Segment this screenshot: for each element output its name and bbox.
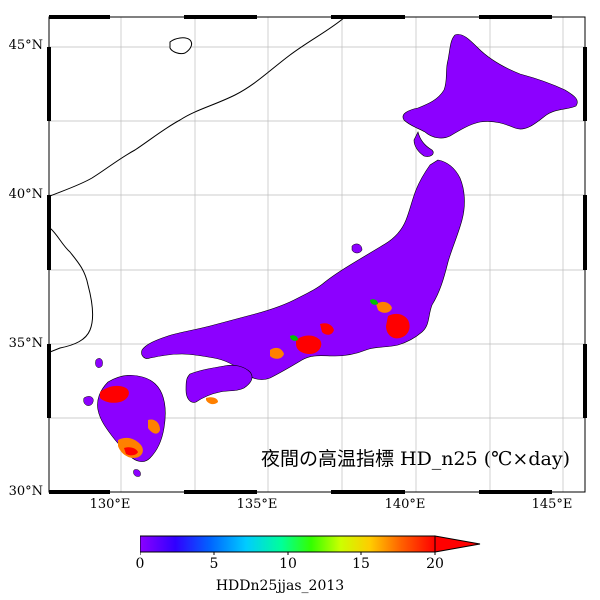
lat-label-40: 40°N	[8, 187, 43, 202]
kanto-hotspots	[370, 299, 410, 339]
nagoya-hotspots	[320, 323, 334, 335]
lon-label-135: 135°E	[236, 497, 278, 512]
map-title: 夜間の高温指標 HD_n25 (℃×day)	[260, 448, 570, 470]
honshu-land	[141, 159, 465, 380]
colorbar-tick-15: 15	[352, 556, 370, 572]
colorbar-tick-20: 20	[426, 556, 444, 572]
kinki-hotspots	[270, 335, 322, 359]
colorbar-tick-0: 0	[135, 556, 145, 572]
hokkaido-land	[402, 34, 578, 139]
kyushu-hotspots	[100, 385, 160, 458]
lat-label-30: 30°N	[8, 484, 43, 499]
colorbar-tick-10: 10	[279, 556, 297, 572]
colorbar-gradient	[140, 535, 436, 553]
lon-label-140: 140°E	[384, 497, 426, 512]
lat-label-45: 45°N	[8, 38, 43, 53]
colorbar-title: HDDn25jjas_2013	[215, 578, 345, 594]
colorbar	[140, 535, 481, 555]
colorbar-extend-arrow	[434, 535, 481, 553]
lon-label-130: 130°E	[89, 497, 131, 512]
southern-islands	[83, 358, 141, 477]
hokkaido-southpeninsula	[413, 131, 434, 157]
shikoku-hotspots	[206, 397, 218, 405]
lon-label-145: 145°E	[531, 497, 573, 512]
sakhalin-coastline	[169, 37, 193, 55]
colorbar-tick-5: 5	[209, 556, 219, 572]
lat-label-35: 35°N	[8, 336, 43, 351]
asia-coastline	[49, 16, 346, 353]
sado-island	[351, 243, 363, 254]
shikoku-land	[185, 364, 253, 403]
